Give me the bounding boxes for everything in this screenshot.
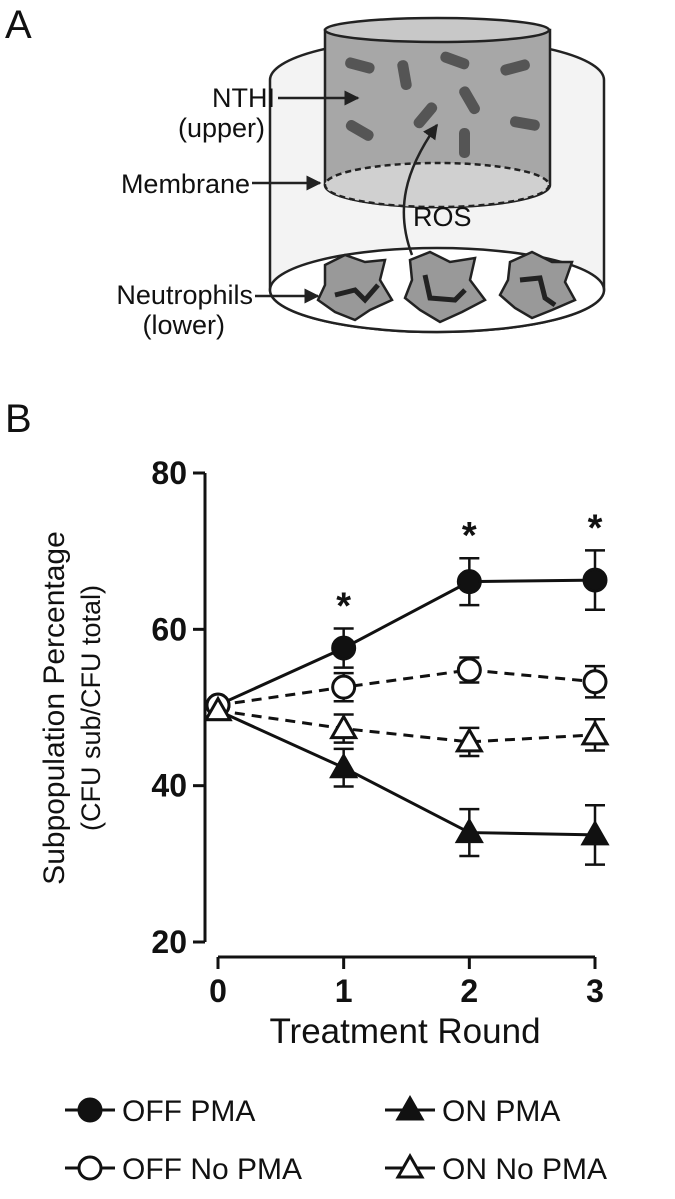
marker [580, 819, 610, 846]
marker [395, 1152, 425, 1179]
x-axis-title: Treatment Round [269, 1012, 540, 1051]
panel-label: A [5, 3, 32, 47]
series-line [217, 709, 596, 837]
marker [580, 719, 610, 746]
y-axis-title: Subpopulation Percentage [38, 531, 71, 885]
marker [582, 669, 608, 695]
neutrophil-nuclei [334, 274, 557, 308]
legend-entry: OFF No PMA [65, 1153, 302, 1186]
legend-entry: ON PMA [385, 1094, 560, 1128]
marker [329, 752, 359, 779]
marker [395, 1094, 425, 1121]
significance-mark: * [462, 515, 477, 557]
bacteria [345, 51, 540, 158]
neutrophils-label: Neutrophils [116, 280, 253, 310]
x-tick-label: 2 [460, 973, 478, 1009]
marker [456, 569, 482, 595]
marker [77, 1155, 103, 1181]
marker [582, 567, 608, 593]
marker [454, 726, 484, 753]
series-line [217, 578, 596, 707]
lower-label: (lower) [142, 310, 225, 340]
marker [77, 1097, 103, 1123]
legend-entry: OFF PMA [65, 1095, 255, 1128]
marker [331, 635, 357, 661]
legend-label: OFF PMA [122, 1095, 255, 1128]
insert-top [323, 16, 551, 44]
legend-entry: ON No PMA [385, 1152, 607, 1186]
diagram [252, 16, 606, 334]
marker [454, 817, 484, 844]
y-tick-label: 60 [151, 611, 187, 647]
y-tick-label: 80 [151, 455, 187, 491]
x-tick-label: 1 [335, 973, 353, 1009]
legend-label: ON PMA [442, 1095, 560, 1128]
y-tick-label: 40 [151, 768, 187, 804]
nthi-label: NTHI [212, 83, 275, 113]
panel-label: B [5, 397, 32, 441]
x-tick-label: 3 [586, 973, 604, 1009]
significance-mark: * [336, 586, 351, 628]
y-axis-subtitle: (CFU sub/CFU total) [76, 585, 106, 831]
marker [203, 695, 233, 722]
marker [329, 713, 359, 740]
membrane-surface [323, 161, 551, 209]
marker [331, 674, 357, 700]
significance-mark: * [588, 507, 603, 549]
series-line [217, 668, 596, 707]
marker [456, 657, 482, 683]
upper-label: (upper) [178, 113, 265, 143]
x-tick-label: 0 [209, 973, 227, 1009]
ros-arrow [402, 123, 439, 256]
neutrophils [316, 250, 577, 324]
ros-label: ROS [413, 202, 472, 232]
y-tick-label: 20 [151, 924, 187, 960]
series-line [217, 709, 596, 744]
legend-label: ON No PMA [442, 1153, 607, 1186]
membrane-label: Membrane [121, 169, 250, 199]
legend-label: OFF No PMA [122, 1153, 302, 1186]
